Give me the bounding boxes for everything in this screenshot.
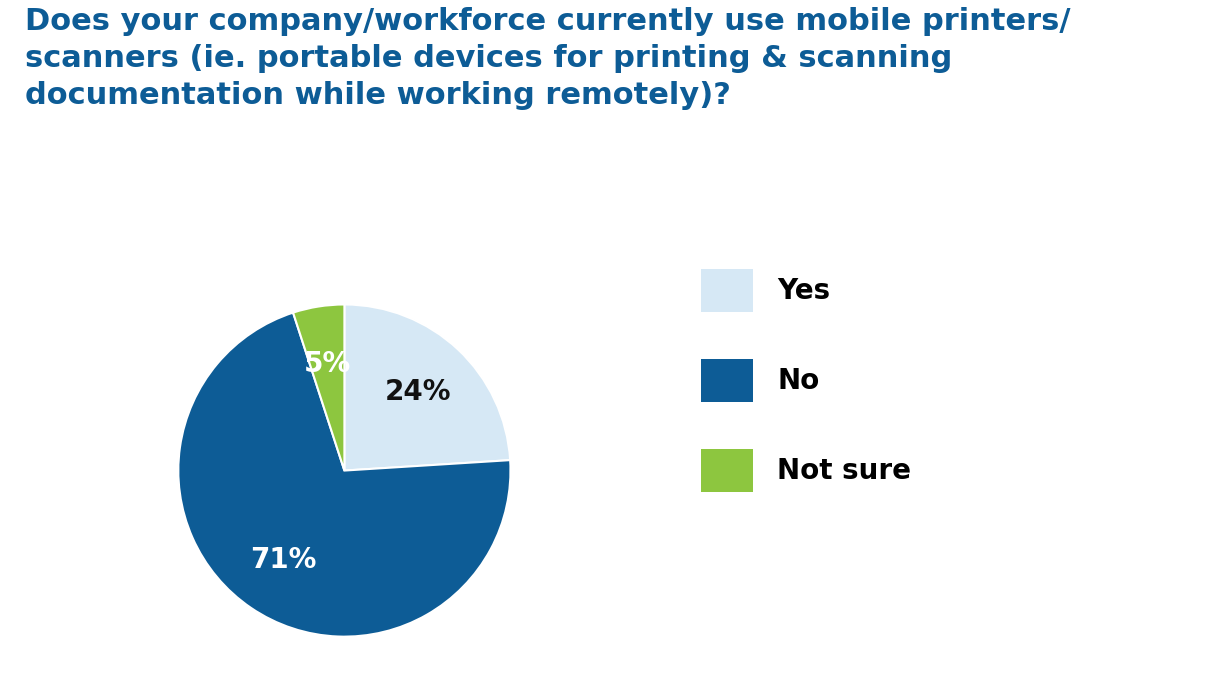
Text: Yes: Yes — [777, 277, 830, 304]
Text: Does your company/workforce currently use mobile printers/
scanners (ie. portabl: Does your company/workforce currently us… — [25, 7, 1070, 110]
Text: 5%: 5% — [304, 350, 351, 378]
Wedge shape — [178, 313, 510, 637]
Text: 24%: 24% — [385, 378, 451, 406]
Wedge shape — [293, 304, 344, 471]
Text: No: No — [777, 367, 819, 394]
Wedge shape — [344, 304, 510, 471]
Text: 71%: 71% — [251, 546, 317, 574]
Text: Not sure: Not sure — [777, 457, 911, 484]
